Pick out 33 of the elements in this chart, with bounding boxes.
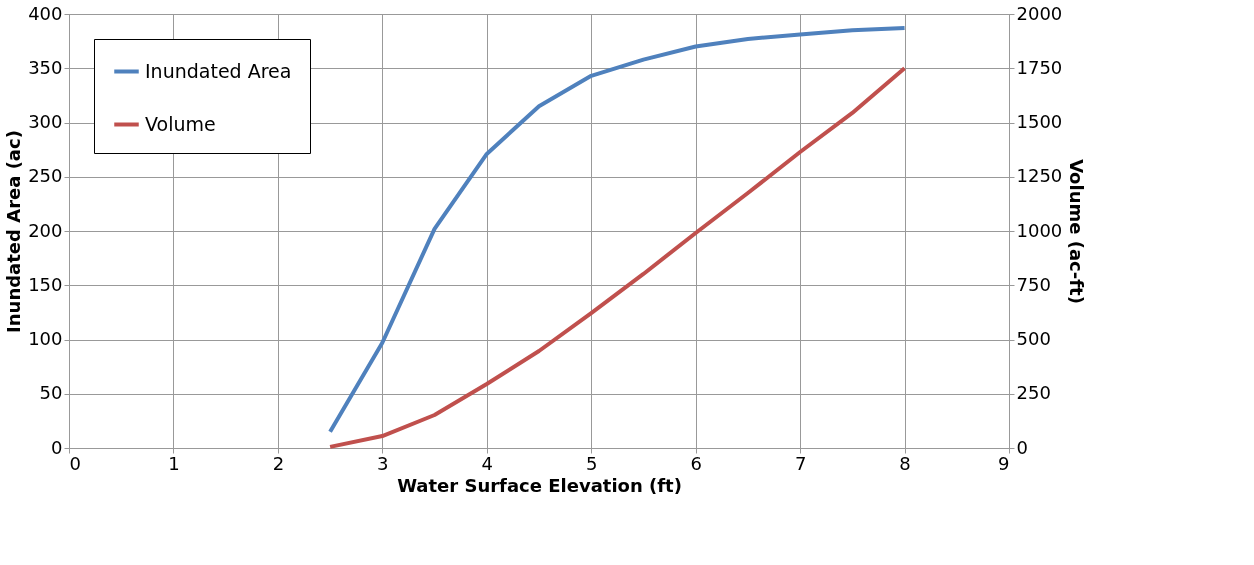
- y2-tick-label: 0: [1016, 436, 1028, 458]
- y2-axis-title: Volume (ac-ft): [1066, 159, 1088, 304]
- x-tick-label: 7: [794, 452, 807, 474]
- x-tick-label: 3: [377, 452, 389, 474]
- legend-label: Inundated Area: [145, 59, 292, 82]
- x-tick-label: 6: [690, 452, 702, 474]
- x-tick-label: 9: [998, 452, 1010, 474]
- x-tick-label: 0: [69, 452, 81, 474]
- legend-label: Volume: [145, 112, 216, 135]
- y2-tick-label: 1750: [1016, 56, 1063, 78]
- y-tick-label: 400: [28, 2, 63, 24]
- y2-tick-label: 250: [1016, 382, 1051, 404]
- x-tick-label: 4: [481, 452, 493, 474]
- x-tick-label: 2: [272, 452, 285, 474]
- y2-tick-label: 2000: [1016, 2, 1063, 24]
- y-tick-label: 0: [51, 436, 63, 458]
- y2-tick-label: 750: [1016, 273, 1051, 295]
- y2-tick-label: 500: [1016, 328, 1051, 349]
- y2-tick-label: 1000: [1016, 219, 1063, 241]
- x-axis-title: Water Surface Elevation (ft): [397, 474, 682, 496]
- y-tick-label: 350: [28, 56, 63, 78]
- x-tick-label: 5: [586, 452, 598, 474]
- y2-tick-label: 1250: [1016, 165, 1063, 187]
- y-tick-label: 100: [28, 328, 63, 349]
- y-tick-label: 300: [28, 111, 63, 132]
- y-tick-label: 200: [28, 219, 63, 241]
- y2-tick-label: 1500: [1016, 111, 1063, 132]
- y-tick-label: 50: [39, 382, 63, 404]
- y-tick-label: 250: [28, 165, 63, 187]
- y-axis-title: Inundated Area (ac): [3, 130, 25, 333]
- x-tick-label: 8: [899, 452, 911, 474]
- x-tick-label: 1: [168, 452, 180, 474]
- y-tick-label: 150: [28, 273, 63, 295]
